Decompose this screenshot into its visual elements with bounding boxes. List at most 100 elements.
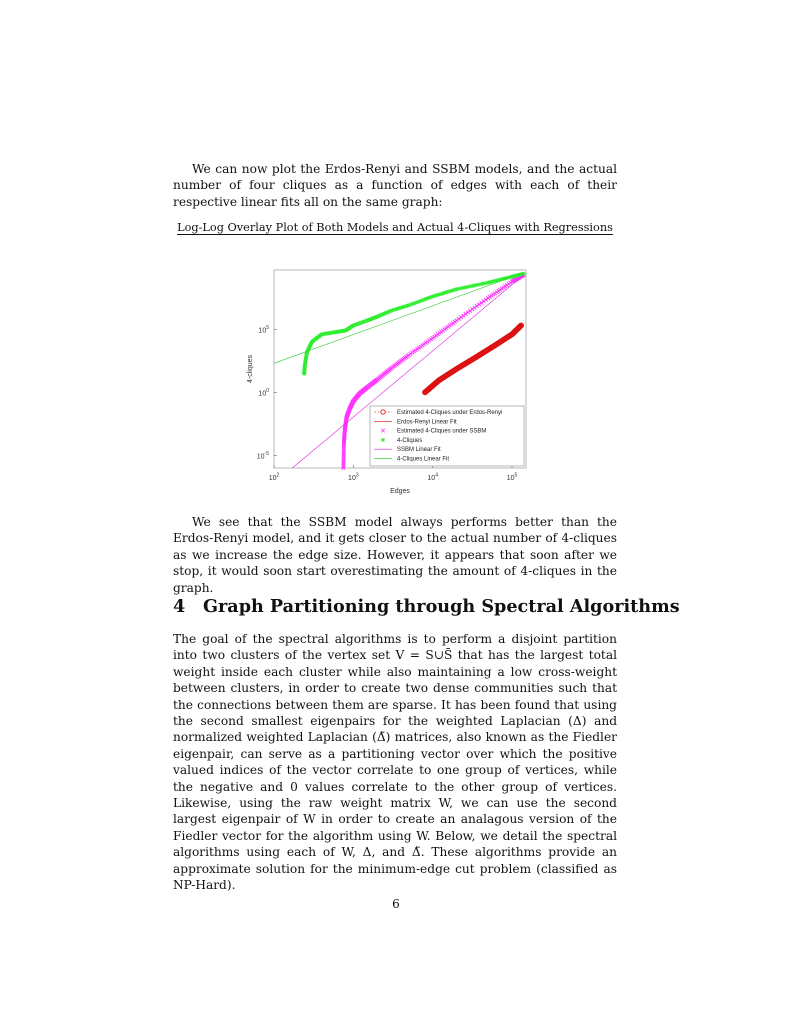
legend-label: SSBM Linear Fit xyxy=(397,447,441,453)
data-point xyxy=(440,291,445,296)
data-point xyxy=(425,296,430,301)
data-point xyxy=(437,292,442,297)
x-tick-exponent: 5 xyxy=(515,473,518,479)
data-point xyxy=(483,297,489,302)
data-point xyxy=(461,313,466,318)
y-tick-label: 100 xyxy=(258,388,269,398)
series-4 xyxy=(292,274,524,469)
data-point xyxy=(435,292,440,297)
legend-label: Estimated 4-Cliques under SSBM xyxy=(397,429,486,435)
data-point xyxy=(420,298,425,303)
section-title: Graph Partitioning through Spectral Algo… xyxy=(203,596,680,617)
series-2 xyxy=(341,272,526,471)
data-point xyxy=(413,300,418,305)
data-point xyxy=(479,300,484,305)
section-heading: 4 Graph Partitioning through Spectral Alg… xyxy=(173,596,680,617)
data-point xyxy=(499,277,504,282)
y-tick-label: 105 xyxy=(258,325,269,335)
legend-marker xyxy=(381,437,385,442)
data-point xyxy=(434,293,439,298)
x-tick-label: 103 xyxy=(348,473,359,483)
data-point xyxy=(472,283,477,288)
data-point xyxy=(388,309,393,314)
fit-line xyxy=(273,272,524,364)
data-point xyxy=(447,289,452,294)
x-tick-exponent: 4 xyxy=(435,473,438,479)
legend-box xyxy=(369,405,525,467)
data-point xyxy=(381,312,386,317)
loglog-chart: 102 103 104 105 10-5 100 105 Edges 4-cliques E… xyxy=(247,269,527,495)
data-point xyxy=(492,278,497,283)
data-point xyxy=(411,301,416,306)
legend-marker xyxy=(380,428,386,433)
data-point xyxy=(451,288,456,293)
legend-marker xyxy=(380,409,386,415)
data-point xyxy=(383,311,388,316)
data-point xyxy=(418,298,423,303)
data-point xyxy=(428,295,433,300)
data-point xyxy=(380,312,385,317)
data-point xyxy=(417,299,422,304)
data-point xyxy=(506,275,511,280)
data-point xyxy=(494,278,499,283)
legend-label: Erdos-Renyi Linear Fit xyxy=(397,419,457,425)
data-point xyxy=(430,294,435,299)
data-point xyxy=(408,302,413,307)
data-point xyxy=(474,282,479,287)
data-point xyxy=(465,310,470,315)
x-axis-label: Edges xyxy=(390,488,410,495)
data-point xyxy=(483,281,488,286)
data-point xyxy=(474,303,479,309)
data-point xyxy=(496,278,501,283)
data-point xyxy=(477,302,482,307)
data-point xyxy=(454,318,459,323)
intro-paragraph: We can now plot the Erdos-Renyi and SSBM… xyxy=(173,162,617,209)
data-point xyxy=(406,303,411,308)
data-point xyxy=(456,316,461,321)
legend-label: Estimated 4-Cliques under Erdos-Renyi xyxy=(397,410,502,416)
data-point xyxy=(458,315,464,320)
figure-title: Log-Log Overlay Plot of Both Models and … xyxy=(177,221,613,234)
data-point xyxy=(376,314,381,319)
data-point xyxy=(477,282,482,287)
y-tick-exponent: -5 xyxy=(265,451,270,457)
data-point xyxy=(375,314,380,319)
data-point xyxy=(452,287,457,292)
x-tick-label: 105 xyxy=(507,473,518,483)
data-point xyxy=(385,310,390,315)
x-tick-label: 104 xyxy=(427,473,438,483)
data-point xyxy=(422,297,427,302)
x-tick-exponent: 2 xyxy=(277,473,280,479)
data-point xyxy=(432,293,437,298)
y-tick-exponent: 5 xyxy=(266,325,269,331)
data-point xyxy=(467,308,473,313)
data-point xyxy=(387,309,392,314)
legend-label: 4-Cliques Linear Fit xyxy=(397,457,449,463)
data-point xyxy=(449,288,454,293)
data-point xyxy=(377,313,382,318)
data-point xyxy=(472,305,477,310)
page-number: 6 xyxy=(392,897,400,911)
data-point xyxy=(410,302,415,307)
body-paragraph: The goal of the spectral algorithms is t… xyxy=(173,632,617,893)
data-point xyxy=(463,285,468,290)
data-point xyxy=(521,271,526,276)
data-point xyxy=(459,286,464,291)
data-point xyxy=(378,313,383,318)
data-point xyxy=(423,296,428,301)
data-point xyxy=(481,299,486,304)
series-3 xyxy=(302,271,526,376)
data-point xyxy=(491,279,496,284)
section-number: 4 xyxy=(173,596,186,617)
data-point xyxy=(481,281,486,286)
y-tick-exponent: 0 xyxy=(266,388,269,394)
x-tick-label: 102 xyxy=(269,473,280,483)
legend-label: 4-Cliques xyxy=(397,438,422,444)
data-point xyxy=(446,289,451,294)
data-point xyxy=(470,307,475,312)
series-1 xyxy=(424,325,522,393)
data-point xyxy=(504,275,509,280)
data-point xyxy=(503,276,508,281)
series-5 xyxy=(273,272,524,364)
legend: Estimated 4-Cliques under Erdos-Renyi Erd… xyxy=(369,405,525,467)
